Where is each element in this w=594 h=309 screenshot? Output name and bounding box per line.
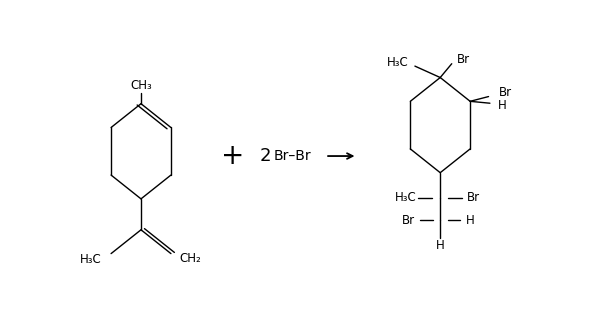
Text: Br: Br — [467, 191, 480, 204]
Text: 2: 2 — [260, 147, 271, 165]
Text: +: + — [222, 142, 245, 170]
Text: H₃C: H₃C — [387, 56, 408, 69]
Text: Br: Br — [402, 214, 415, 227]
Text: H₃C: H₃C — [395, 191, 416, 204]
Text: H₃C: H₃C — [80, 253, 101, 266]
Text: H: H — [498, 99, 507, 112]
Text: Br: Br — [457, 53, 470, 66]
Text: Br: Br — [499, 87, 512, 99]
Text: CH₃: CH₃ — [130, 79, 152, 92]
Text: CH₂: CH₂ — [180, 252, 201, 265]
Text: Br–Br: Br–Br — [274, 149, 312, 163]
Text: H: H — [436, 239, 444, 252]
Text: H: H — [466, 214, 475, 227]
